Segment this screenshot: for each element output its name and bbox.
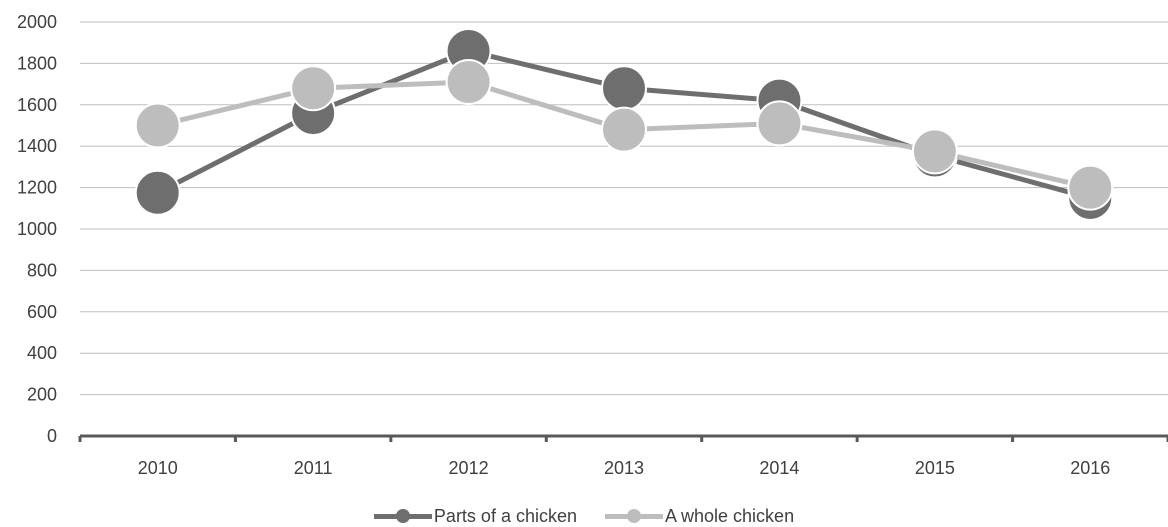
y-tick-label: 1000 — [17, 219, 57, 239]
y-tick-label: 200 — [27, 385, 57, 405]
y-tick-label: 2000 — [17, 12, 57, 32]
y-tick-label: 600 — [27, 302, 57, 322]
x-tick-label: 2012 — [449, 458, 489, 478]
y-tick-label: 1600 — [17, 95, 57, 115]
legend-item-whole: A whole chicken — [605, 506, 794, 527]
gridlines — [80, 21, 1168, 396]
data-point — [601, 106, 647, 153]
legend-label-parts: Parts of a chicken — [433, 505, 577, 526]
y-tick-label: 1800 — [17, 53, 57, 73]
data-point — [756, 100, 803, 147]
x-tick-label: 2010 — [138, 458, 178, 478]
x-tick-label: 2014 — [759, 458, 799, 478]
series-layer — [134, 27, 1114, 221]
data-point — [290, 65, 337, 112]
data-point — [911, 128, 958, 175]
legend-swatch-parts — [373, 509, 432, 523]
x-tick-label: 2016 — [1070, 458, 1110, 478]
data-point — [1067, 164, 1114, 211]
legend-swatch-whole — [605, 509, 663, 523]
x-axis: 2010 2011 2012 2013 2014 2015 2016 — [78, 434, 1168, 478]
y-axis: 0 200 400 600 800 1000 1200 1400 1600 1800 2000 — [17, 12, 57, 446]
x-tick-label: 2015 — [915, 458, 955, 478]
x-tick-label: 2013 — [604, 458, 644, 478]
x-tick-label: 2011 — [294, 458, 333, 478]
legend: Parts of a chicken A whole chicken — [0, 505, 1168, 527]
y-tick-label: 1200 — [17, 178, 57, 198]
y-tick-label: 1400 — [17, 136, 57, 156]
data-point — [445, 59, 492, 106]
data-point — [601, 65, 647, 112]
data-point — [134, 169, 181, 216]
line-chart: 0 200 400 600 800 1000 1200 1400 1600 1800 2000 20… — [17, 12, 1168, 478]
series-whole — [134, 59, 1114, 211]
legend-label-whole: A whole chicken — [665, 505, 795, 526]
data-point — [134, 102, 181, 149]
y-tick-label: 400 — [27, 343, 57, 363]
legend-item-parts: Parts of a chicken — [373, 505, 577, 527]
y-tick-label: 0 — [47, 426, 57, 446]
y-tick-label: 800 — [27, 260, 57, 280]
